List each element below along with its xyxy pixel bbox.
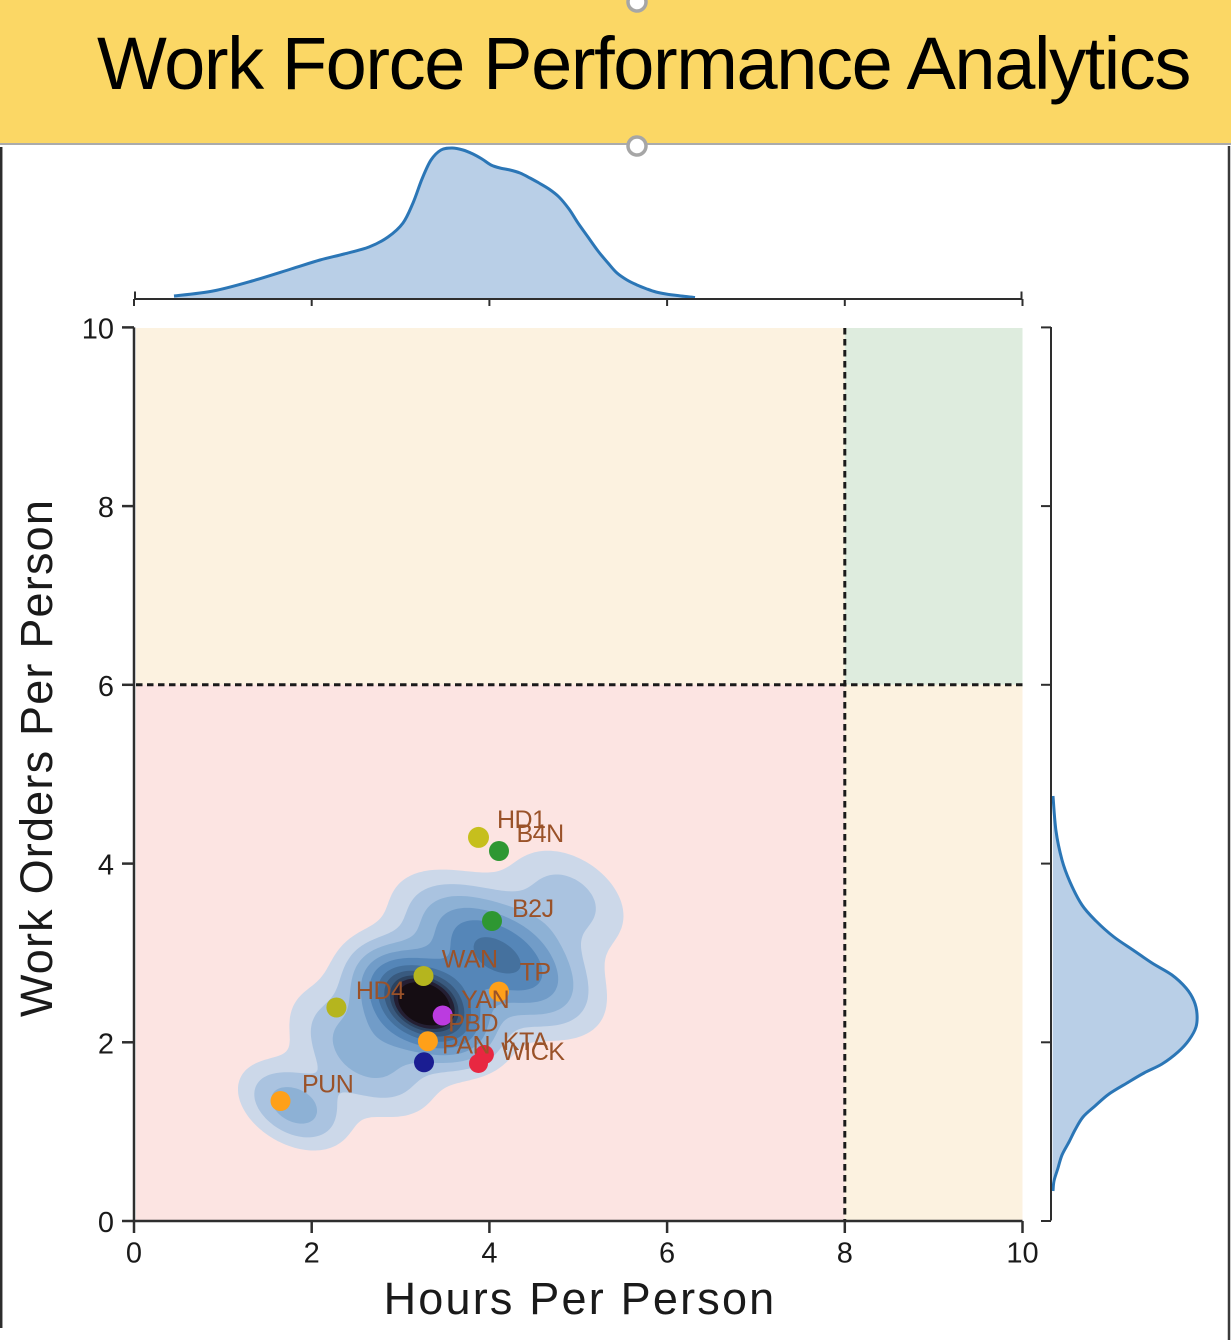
svg-text:YAN: YAN	[461, 986, 509, 1014]
svg-text:Work Orders Per Person: Work Orders Per Person	[11, 499, 62, 1017]
svg-text:PUN: PUN	[302, 1071, 353, 1099]
svg-text:KTA: KTA	[503, 1028, 549, 1056]
svg-text:0: 0	[126, 1238, 142, 1270]
svg-text:4: 4	[98, 850, 114, 882]
svg-text:TP: TP	[520, 959, 551, 987]
svg-text:PBD: PBD	[448, 1009, 498, 1037]
svg-text:10: 10	[82, 313, 114, 345]
svg-text:Hours Per Person: Hours Per Person	[384, 1273, 777, 1324]
svg-text:B2J: B2J	[512, 895, 554, 923]
svg-text:6: 6	[98, 671, 114, 703]
svg-text:8: 8	[98, 492, 114, 524]
svg-text:10: 10	[1006, 1238, 1038, 1270]
svg-text:PAN: PAN	[442, 1032, 490, 1060]
svg-text:WAN: WAN	[442, 946, 498, 974]
svg-text:0: 0	[98, 1207, 114, 1239]
svg-text:B4N: B4N	[517, 820, 564, 848]
svg-text:2: 2	[304, 1238, 320, 1270]
svg-text:WICK: WICK	[501, 1038, 565, 1066]
svg-text:HD4: HD4	[356, 977, 405, 1005]
svg-text:8: 8	[837, 1238, 853, 1270]
svg-text:6: 6	[659, 1238, 675, 1270]
svg-text:2: 2	[98, 1028, 114, 1060]
svg-text:4: 4	[481, 1238, 497, 1270]
svg-text:HD1: HD1	[497, 806, 546, 834]
